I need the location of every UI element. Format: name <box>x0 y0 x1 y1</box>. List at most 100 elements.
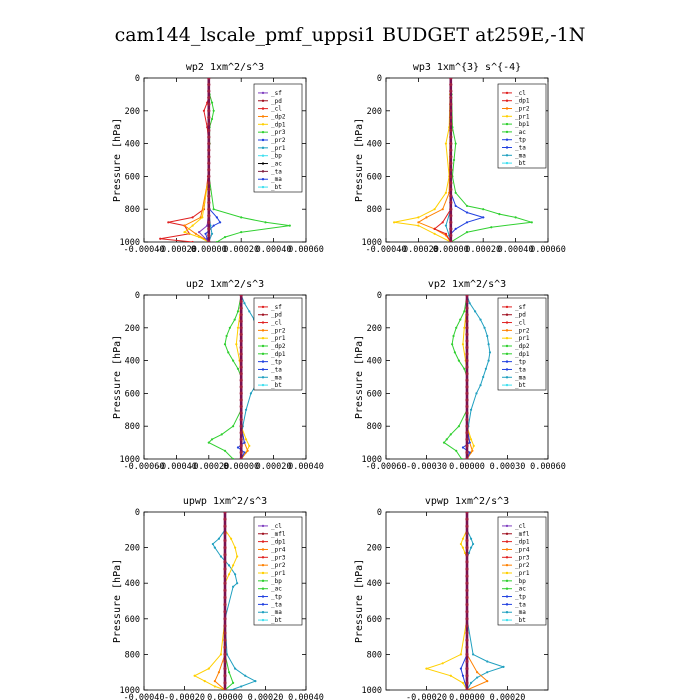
series-point <box>474 310 477 313</box>
series-point <box>207 109 211 113</box>
budget-panel: wp3 1xm^{3} s^{-4} Pressure [hPa] 0 200 400 6… <box>354 62 566 255</box>
legend-label: _dp1 <box>271 539 286 546</box>
y-axis-label: Pressure [hPa] <box>112 118 123 202</box>
series-point <box>239 306 243 310</box>
series-point <box>219 653 223 656</box>
series-point <box>207 214 211 218</box>
x-tick-label: 0.00000 <box>223 462 259 472</box>
legend-marker <box>261 352 265 356</box>
y-axis-label: Pressure [hPa] <box>112 559 123 643</box>
legend-label: _ta <box>271 366 282 373</box>
legend-marker <box>505 146 509 149</box>
budget-panel: wp2 1xm^2/s^3 Pressure [hPa] 0 200 400 600 800… <box>112 62 324 255</box>
series-point <box>451 343 454 346</box>
y-tick-label: 400 <box>125 579 140 589</box>
series-point <box>417 221 420 224</box>
series-point <box>239 372 243 376</box>
legend-marker <box>505 603 509 606</box>
plot-frame <box>143 294 307 460</box>
series-point <box>449 96 453 100</box>
series-point <box>229 537 233 540</box>
legend-marker <box>261 99 265 102</box>
legend-marker <box>261 563 265 567</box>
series-point <box>465 211 469 214</box>
legend-label: _pr4 <box>271 546 286 553</box>
series-point <box>465 546 469 550</box>
series-point <box>449 181 453 185</box>
legend-marker <box>505 130 509 134</box>
series-point <box>444 191 448 194</box>
series-point <box>465 437 469 441</box>
series-point <box>454 227 457 230</box>
x-tick-label: 0.00060 <box>288 245 324 255</box>
series-point <box>223 546 227 550</box>
legend-label: _dp1 <box>271 351 286 358</box>
series-point <box>203 680 206 683</box>
legend-marker <box>261 185 265 189</box>
series-point <box>441 208 444 211</box>
series-point <box>449 174 453 178</box>
series-point <box>433 227 436 230</box>
legend-marker <box>505 352 509 356</box>
x-tick-label: 0.00040 <box>256 245 292 255</box>
budget-panel: vp2 1xm^2/s^3 Pressure [hPa] 0 200 400 600 800… <box>354 279 566 472</box>
series-point <box>465 404 469 409</box>
series-point <box>223 553 227 557</box>
y-tick-label: 1000 <box>362 238 382 248</box>
series-point <box>498 213 501 216</box>
series-point <box>465 231 469 234</box>
series-point <box>465 610 469 614</box>
legend-marker <box>505 305 509 309</box>
series-point <box>465 659 469 664</box>
series-point <box>246 449 249 452</box>
legend-marker <box>505 532 509 535</box>
series-point <box>449 148 453 152</box>
series-point <box>207 82 211 87</box>
series-point <box>236 310 240 313</box>
y-tick-label: 600 <box>125 389 140 399</box>
series-point <box>465 444 469 448</box>
series-point <box>239 352 243 356</box>
x-tick-label: -0.00060 <box>366 462 407 472</box>
series-point <box>465 352 469 356</box>
series-point <box>463 367 466 370</box>
panel-title: vpwp 1xm^2/s^3 <box>425 496 509 507</box>
series-point <box>240 216 243 219</box>
series-point <box>465 652 469 657</box>
legend-label: _dp1 <box>515 351 530 358</box>
legend-marker <box>505 579 509 583</box>
x-tick-label: -0.00040 <box>366 245 407 255</box>
series-point <box>213 546 216 549</box>
series-point <box>207 220 211 224</box>
y-tick-label: 200 <box>367 324 382 334</box>
series-point <box>239 398 243 402</box>
series-point <box>465 531 469 535</box>
series-point <box>468 302 471 305</box>
series-point <box>449 433 452 436</box>
series-line <box>424 512 468 690</box>
x-tick-label: 0.00000 <box>191 245 227 255</box>
series-point <box>449 161 453 165</box>
y-tick-label: 800 <box>125 205 140 215</box>
series-point <box>217 671 221 674</box>
series-point <box>469 438 473 441</box>
series-point <box>239 313 243 317</box>
legend-marker <box>505 107 509 110</box>
legend-marker <box>261 178 265 181</box>
legend: _sf_pd_cl_pr2_pr1_dp2_dp1_tp_ta_ma_bt <box>253 297 303 391</box>
series-point <box>460 457 463 459</box>
series-point <box>465 339 469 343</box>
series-point <box>465 372 469 376</box>
series-point <box>233 318 236 321</box>
series-point <box>461 537 465 540</box>
series-point <box>449 674 452 677</box>
series-point <box>240 231 243 234</box>
x-tick-label: 0.00000 <box>207 693 243 700</box>
series-point <box>465 450 469 455</box>
legend-label: _bt <box>271 184 282 191</box>
series-point <box>465 418 469 422</box>
series-point <box>240 685 243 688</box>
y-tick-label: 600 <box>125 172 140 182</box>
series-point <box>465 411 469 415</box>
series-point <box>465 674 469 678</box>
